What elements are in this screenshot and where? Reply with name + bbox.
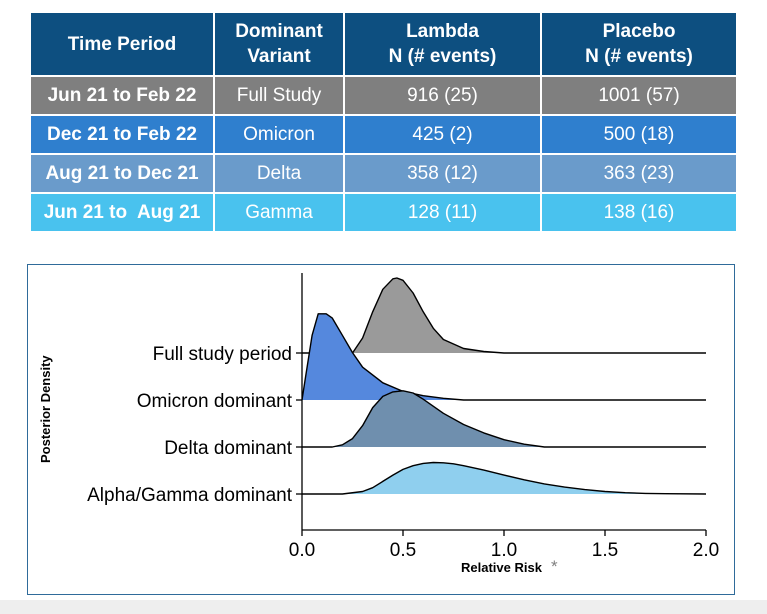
table-row: Aug 21 to Dec 21 Delta 358 (12) 363 (23) [29, 153, 738, 194]
ridgeline-chart-frame: Full study period Omicron dominant Delta d… [27, 264, 735, 595]
header-time-period: Time Period [29, 11, 215, 77]
y-axis-title: Posterior Density [38, 355, 53, 463]
x-tick-label: 2.0 [693, 540, 719, 561]
header-lambda-n-text: N (# events) [388, 46, 497, 67]
ridge-label-delta-dominant: Delta dominant [164, 438, 293, 459]
placebo-cell: 500 (18) [540, 114, 738, 155]
ridge-fill-omicron-dominant [302, 313, 706, 400]
ridge-label-alpha-gamma-dominant: Alpha/Gamma dominant [87, 485, 293, 506]
study-summary-table: Time Period Dominant Variant Lambda N (#… [29, 11, 738, 233]
period-cell: Jun 21 to Feb 22 [29, 75, 215, 116]
header-lambda: Lambda N (# events) [343, 11, 542, 77]
table-row: Jun 21 to Feb 22 Full Study 916 (25) 100… [29, 75, 738, 116]
ridge-outline-omicron-dominant [301, 313, 706, 401]
period-cell: Aug 21 to Dec 21 [29, 153, 215, 194]
header-dominant-variant: Dominant Variant [213, 11, 345, 77]
header-placebo: Placebo N (# events) [540, 11, 738, 77]
ridge-outline-full-study-period [302, 277, 706, 354]
table-header-row: Time Period Dominant Variant Lambda N (#… [29, 11, 738, 77]
lambda-cell: 128 (11) [343, 192, 542, 233]
table-row: Dec 21 to Feb 22 Omicron 425 (2) 500 (18… [29, 114, 738, 155]
lambda-cell: 358 (12) [343, 153, 542, 194]
variant-cell: Gamma [213, 192, 345, 233]
ridge-fill-full-study-period [302, 278, 706, 353]
header-dominant-text: Dominant [235, 21, 323, 42]
header-placebo-text: Placebo [602, 21, 676, 42]
ridge-fill-delta-dominant [302, 390, 706, 447]
x-tick-label: 1.5 [592, 540, 618, 561]
lambda-cell: 425 (2) [343, 114, 542, 155]
x-tick-label: 1.0 [491, 540, 517, 561]
variant-cell: Delta [213, 153, 345, 194]
x-tick-label: 0.5 [390, 540, 416, 561]
header-variant-text: Variant [247, 46, 311, 67]
ridge-outline-delta-dominant [302, 390, 706, 448]
table-row: Jun 21 to Aug 21 Gamma 128 (11) 138 (16) [29, 192, 738, 233]
x-axis-title: Relative Risk [461, 560, 543, 575]
ridge-fill-alpha-gamma-dominant [302, 462, 706, 494]
bottom-strip [0, 600, 767, 614]
header-lambda-text: Lambda [406, 21, 479, 42]
ridge-outline-alpha-gamma-dominant [302, 461, 707, 495]
x-axis-title-marker: * [551, 557, 558, 576]
x-tick-label: 0.0 [289, 540, 315, 561]
variant-cell: Omicron [213, 114, 345, 155]
lambda-cell: 916 (25) [343, 75, 542, 116]
period-cell: Jun 21 to Aug 21 [29, 192, 215, 233]
ridge-label-omicron-dominant: Omicron dominant [137, 391, 293, 412]
header-placebo-n-text: N (# events) [585, 46, 693, 67]
variant-cell: Full Study [213, 75, 345, 116]
placebo-cell: 363 (23) [540, 153, 738, 194]
header-time-period-text: Time Period [67, 33, 177, 55]
period-cell: Dec 21 to Feb 22 [29, 114, 215, 155]
ridge-label-full-study-period: Full study period [153, 344, 292, 365]
placebo-cell: 138 (16) [540, 192, 738, 233]
ridgeline-chart: Full study period Omicron dominant Delta d… [38, 273, 719, 576]
placebo-cell: 1001 (57) [540, 75, 738, 116]
